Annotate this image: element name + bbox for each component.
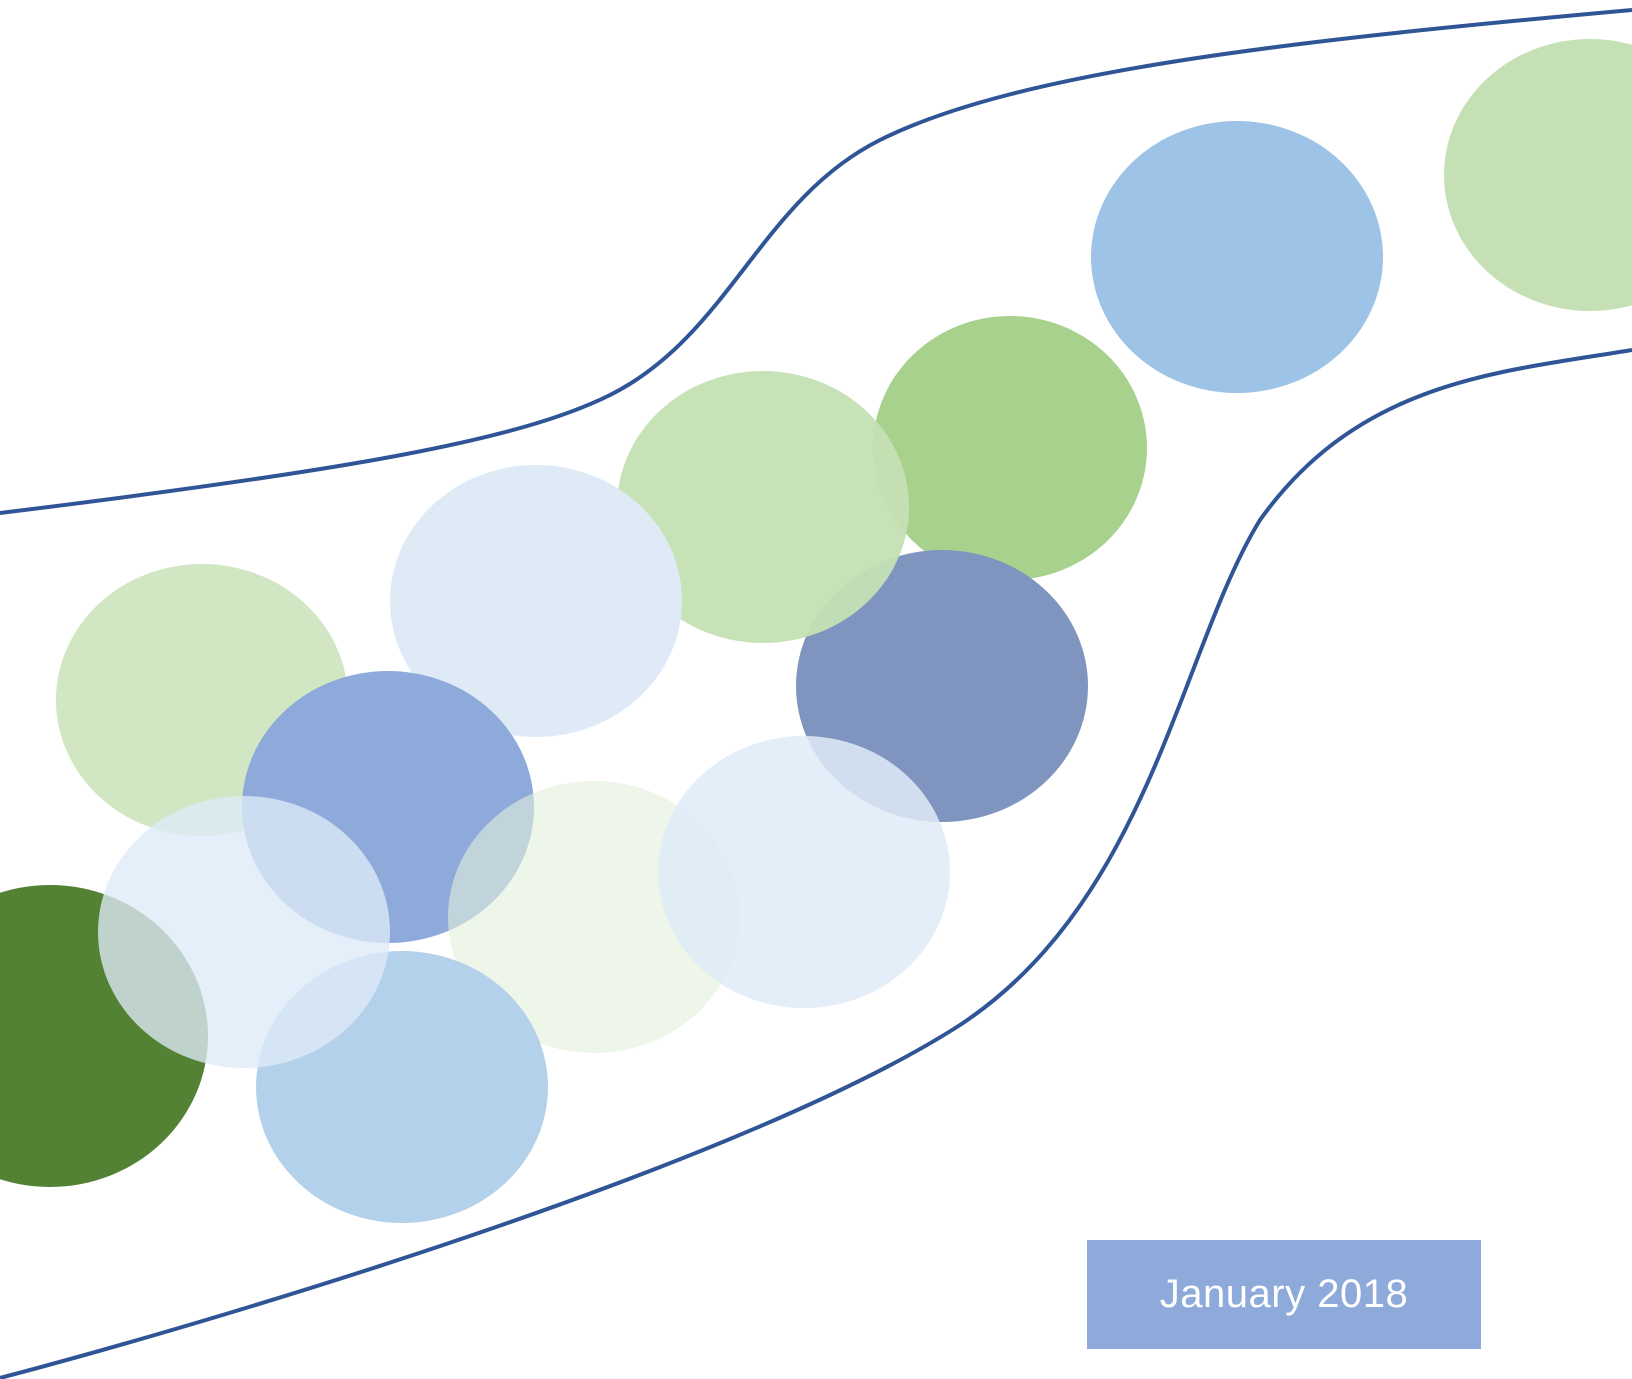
upper-swoosh-curve	[0, 8, 1632, 515]
circle-paleblue-upper	[390, 465, 682, 737]
circle-green-light-mid	[617, 371, 909, 643]
circle-green-top-right	[1444, 39, 1632, 311]
date-label: January 2018	[1159, 1272, 1409, 1316]
circle-paleblue-lower-left	[98, 796, 390, 1068]
circle-blue-upper-right	[1091, 121, 1383, 393]
circle-green-mid	[873, 316, 1147, 580]
date-label-box: January 2018	[1087, 1240, 1481, 1349]
lower-swoosh-curve	[0, 348, 1632, 1379]
circle-paleblue-center	[658, 736, 950, 1008]
